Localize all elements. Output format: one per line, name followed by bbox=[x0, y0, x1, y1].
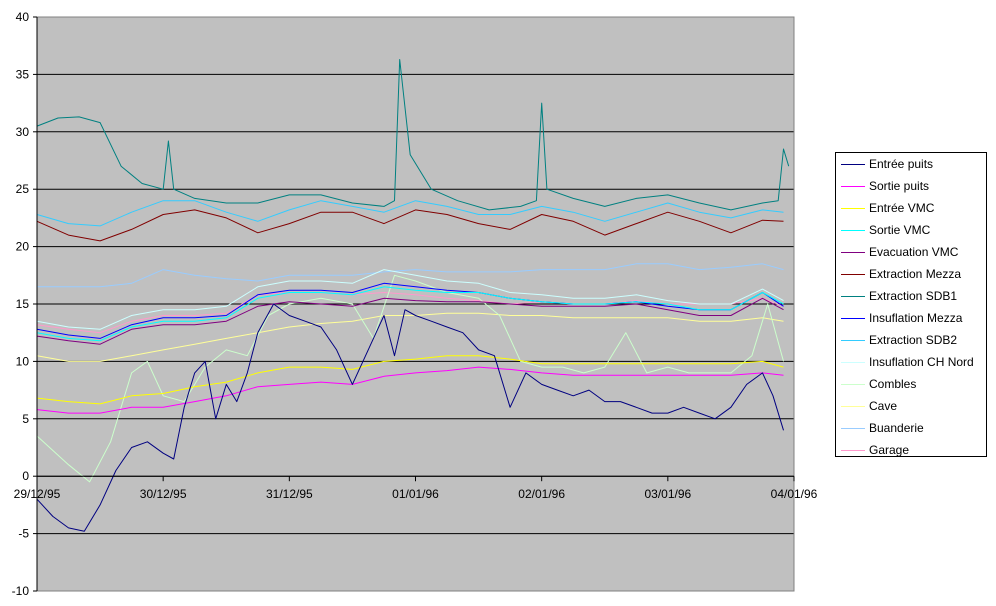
x-tick-label: 02/01/96 bbox=[518, 487, 565, 501]
x-tick-label: 30/12/95 bbox=[140, 487, 187, 501]
legend-item: Garage bbox=[836, 440, 986, 457]
legend-item: Entrée puits bbox=[836, 154, 986, 176]
legend-label: Extraction Mezza bbox=[869, 267, 962, 281]
y-tick-label: 30 bbox=[16, 125, 30, 139]
legend-swatch bbox=[841, 428, 865, 429]
legend-swatch bbox=[841, 164, 865, 165]
legend-swatch bbox=[841, 450, 865, 451]
legend-label: Cave bbox=[869, 399, 898, 413]
legend-label: Buanderie bbox=[869, 421, 924, 435]
legend-label: Entrée VMC bbox=[869, 201, 935, 215]
x-tick-label: 03/01/96 bbox=[644, 487, 691, 501]
series-line-extraction-sdb2 bbox=[36, 200, 784, 227]
y-tick-label: 10 bbox=[16, 354, 30, 368]
legend-swatch bbox=[841, 384, 865, 385]
series-line-insuflation-mezza bbox=[36, 282, 784, 339]
legend-swatch bbox=[841, 296, 865, 297]
x-tick-label: 01/01/96 bbox=[392, 487, 439, 501]
legend-swatch bbox=[841, 362, 865, 363]
y-tick-label: 15 bbox=[16, 297, 30, 311]
legend-item: Extraction Mezza bbox=[836, 264, 986, 286]
series-line-extraction-mezza bbox=[36, 209, 784, 242]
series-line-extraction-sdb1 bbox=[36, 59, 790, 211]
legend-item: Sortie VMC bbox=[836, 220, 986, 242]
y-tick-label: -5 bbox=[18, 527, 29, 541]
x-tick-label: 04/01/96 bbox=[771, 487, 818, 501]
legend-swatch bbox=[841, 252, 865, 253]
y-tick-label: 40 bbox=[16, 10, 30, 24]
legend-label: Evacuation VMC bbox=[869, 245, 959, 259]
y-tick-label: 20 bbox=[16, 240, 30, 254]
x-tick-label: 29/12/95 bbox=[14, 487, 61, 501]
legend: Entrée puits Sortie puits Entrée VMC Sortie… bbox=[835, 152, 987, 457]
legend-label: Insuflation Mezza bbox=[869, 311, 963, 325]
y-tick-label: 35 bbox=[16, 67, 30, 81]
legend-item: Insuflation CH Nord bbox=[836, 352, 986, 374]
y-tick-label: -10 bbox=[12, 584, 30, 598]
legend-item: Cave bbox=[836, 396, 986, 418]
y-tick-label: 5 bbox=[22, 412, 29, 426]
y-tick-label: 0 bbox=[22, 469, 29, 483]
series-line-sortie-puits bbox=[36, 366, 784, 414]
legend-label: Insuflation CH Nord bbox=[869, 355, 974, 369]
x-tick-label: 31/12/95 bbox=[266, 487, 313, 501]
series-line-buanderie bbox=[37, 263, 784, 288]
legend-swatch bbox=[841, 406, 865, 407]
series-line-combles bbox=[36, 274, 784, 483]
legend-swatch bbox=[841, 340, 865, 341]
legend-swatch bbox=[841, 208, 865, 209]
legend-swatch bbox=[841, 230, 865, 231]
legend-item: Evacuation VMC bbox=[836, 242, 986, 264]
legend-label: Extraction SDB2 bbox=[869, 333, 958, 347]
y-tick-label: 25 bbox=[16, 182, 30, 196]
legend-swatch bbox=[841, 318, 865, 319]
legend-item: Combles bbox=[836, 374, 986, 396]
legend-item: Extraction SDB1 bbox=[836, 286, 986, 308]
series-line-insuflation-ch-nord bbox=[36, 269, 784, 330]
legend-item: Entrée VMC bbox=[836, 198, 986, 220]
legend-label: Sortie VMC bbox=[869, 223, 931, 237]
legend-label: Sortie puits bbox=[869, 179, 930, 193]
legend-label: Extraction SDB1 bbox=[869, 289, 958, 303]
legend-item: Buanderie bbox=[836, 418, 986, 440]
legend-swatch bbox=[841, 274, 865, 275]
legend-item: Extraction SDB2 bbox=[836, 330, 986, 352]
legend-item: Sortie puits bbox=[836, 176, 986, 198]
series-line-sortie-vmc bbox=[36, 286, 784, 342]
series-line-evacuation-vmc bbox=[36, 297, 784, 345]
legend-label: Combles bbox=[869, 377, 917, 391]
series-line-entr-e-puits bbox=[36, 303, 784, 532]
legend-swatch bbox=[841, 186, 865, 187]
legend-label: Garage bbox=[869, 443, 910, 457]
series-line-entr-e-vmc bbox=[36, 355, 784, 405]
legend-label: Entrée puits bbox=[869, 157, 934, 171]
legend-item: Insuflation Mezza bbox=[836, 308, 986, 330]
